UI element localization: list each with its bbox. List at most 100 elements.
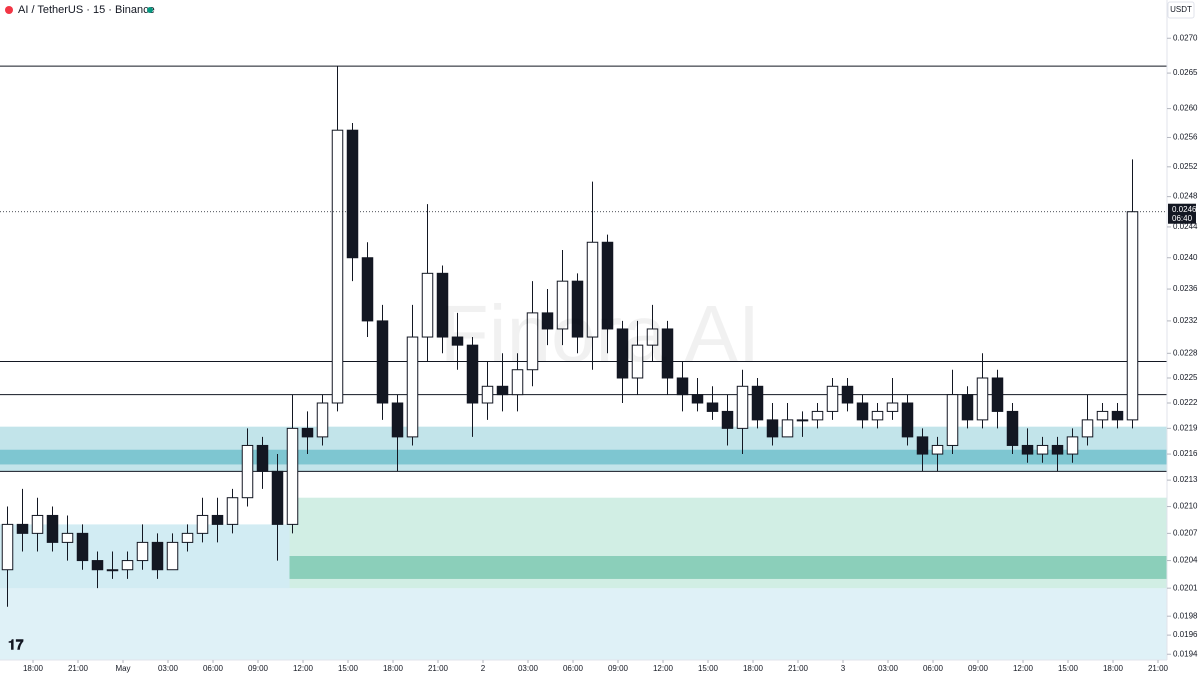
candle-body — [166, 541, 179, 571]
y-tick-label: 0.0260 — [1173, 104, 1198, 113]
x-tick-label: 21:00 — [788, 664, 809, 673]
x-tick-label: 03:00 — [158, 664, 179, 673]
candle-body — [256, 444, 269, 472]
candle-body — [706, 402, 719, 412]
y-tick-label: 0.0204 — [1173, 556, 1198, 565]
candle-body — [541, 312, 554, 330]
candle-body — [16, 523, 29, 534]
candle-body — [1066, 436, 1079, 455]
y-tick-label: 0.0240 — [1173, 253, 1198, 262]
candle-body — [991, 377, 1004, 412]
candle-body — [901, 402, 914, 438]
candle-body — [1111, 410, 1124, 421]
candle-body — [646, 328, 659, 346]
y-tick-label: 0.0270 — [1173, 33, 1198, 42]
x-tick-label: 03:00 — [878, 664, 899, 673]
x-tick-label: 09:00 — [608, 664, 629, 673]
y-tick-label: 0.0236 — [1173, 284, 1198, 293]
candle-body — [766, 419, 779, 438]
y-tick-label: 0.0248 — [1173, 192, 1198, 201]
candle-body — [886, 402, 899, 412]
candle-body — [1051, 444, 1064, 455]
candle-body — [1081, 419, 1094, 438]
currency-badge[interactable] — [1167, 1, 1195, 19]
candle-body — [91, 560, 104, 571]
candle-body — [781, 419, 794, 438]
zone — [0, 449, 1167, 465]
candle-body — [751, 385, 764, 421]
candle-body — [961, 394, 974, 421]
candle-body — [226, 497, 239, 525]
candle-body — [466, 344, 479, 404]
candle-body — [826, 385, 839, 412]
candle-body — [331, 129, 344, 404]
y-tick-label: 0.0252 — [1173, 162, 1198, 171]
last-price-label: 0.0246 — [1172, 205, 1197, 214]
candle-body — [1, 523, 14, 571]
x-tick-label: 3 — [841, 664, 846, 673]
candle-body — [841, 385, 854, 404]
candle-body — [376, 320, 389, 404]
candle-body — [1021, 444, 1034, 455]
x-tick-label: 06:00 — [563, 664, 584, 673]
candle-body — [61, 532, 74, 543]
candle-body — [1126, 211, 1139, 421]
candle-body — [856, 402, 869, 421]
candle-body — [151, 541, 164, 571]
candle-body — [406, 336, 419, 438]
zone — [0, 426, 1167, 472]
y-tick-label: 0.0196 — [1173, 630, 1198, 639]
x-tick-label: 06:00 — [923, 664, 944, 673]
logo: 𝟏𝟕 — [8, 637, 24, 653]
y-tick-label: 0.0219 — [1173, 423, 1198, 432]
candle-body — [631, 344, 644, 379]
zone — [0, 588, 1167, 660]
last-price-badge — [1168, 203, 1196, 224]
y-tick-label: 0.0265 — [1173, 68, 1198, 77]
candle-body — [136, 541, 149, 562]
candle-body — [346, 129, 359, 259]
candle-body — [421, 272, 434, 338]
x-tick-label: 12:00 — [653, 664, 674, 673]
candle-body — [556, 280, 569, 330]
candle-body — [736, 385, 749, 429]
candle-body — [796, 419, 809, 422]
symbol-icon — [5, 6, 13, 14]
candle-body — [691, 394, 704, 404]
candle-body — [811, 410, 824, 421]
x-tick-label: 09:00 — [248, 664, 269, 673]
candle-body — [871, 410, 884, 421]
x-tick-label: 15:00 — [1058, 664, 1079, 673]
x-tick-label: 18:00 — [743, 664, 764, 673]
candle-body — [361, 257, 374, 322]
candle-body — [931, 444, 944, 455]
x-tick-label: 12:00 — [1013, 664, 1034, 673]
x-tick-label: 09:00 — [968, 664, 989, 673]
candle-body — [601, 241, 614, 330]
y-tick-label: 0.0194 — [1173, 649, 1198, 658]
x-tick-label: 18:00 — [23, 664, 44, 673]
x-tick-label: 18:00 — [1103, 664, 1124, 673]
x-tick-label: 21:00 — [68, 664, 89, 673]
x-tick-label: 15:00 — [698, 664, 719, 673]
candle-body — [916, 436, 929, 455]
candle-body — [676, 377, 689, 396]
candle-body — [241, 444, 254, 499]
currency: USDT — [1170, 5, 1192, 14]
candle-body — [1096, 410, 1109, 421]
candle-body — [526, 312, 539, 371]
y-tick-label: 0.0256 — [1173, 133, 1198, 142]
x-tick-label: 15:00 — [338, 664, 359, 673]
y-tick-label: 0.0216 — [1173, 449, 1198, 458]
y-tick-label: 0.0201 — [1173, 583, 1198, 592]
y-tick-label: 0.0222 — [1173, 398, 1198, 407]
status-dot — [147, 7, 153, 13]
candle-body — [301, 427, 314, 438]
candle-body — [1036, 444, 1049, 455]
candle-body — [1006, 410, 1019, 446]
candle-body — [436, 272, 449, 338]
candle-body — [721, 410, 734, 429]
candle-body — [271, 470, 284, 525]
zone — [289, 556, 1167, 579]
